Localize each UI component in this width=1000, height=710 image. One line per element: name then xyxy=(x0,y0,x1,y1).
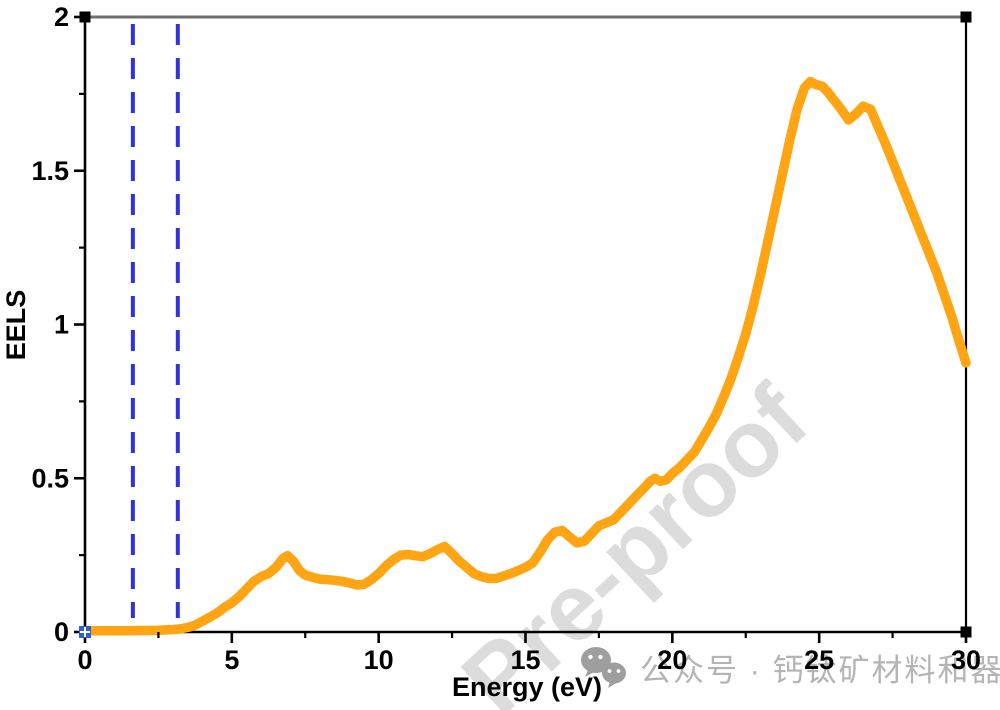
plot-frame xyxy=(83,15,968,634)
wechat-small-bubble-eye xyxy=(607,669,612,673)
x-tick-label: 10 xyxy=(364,645,394,675)
x-tick-label: 0 xyxy=(77,645,92,675)
wechat-big-bubble-eye xyxy=(598,654,603,660)
y-tick-label: 0 xyxy=(54,617,69,647)
x-tick-label: 15 xyxy=(510,645,540,675)
y-tick-label: 1.5 xyxy=(31,156,69,186)
wechat-icon xyxy=(581,647,626,688)
x-tick-label: 5 xyxy=(224,645,239,675)
x-tick-label: 30 xyxy=(951,645,981,675)
y-axis-label: EELS xyxy=(1,290,31,361)
wechat-small-bubble xyxy=(602,662,626,684)
data-series xyxy=(80,76,971,636)
axis-ticks xyxy=(74,15,968,643)
wechat-small-bubble-tail xyxy=(608,682,616,688)
x-axis-label: Energy (eV) xyxy=(452,672,602,702)
axis-tick-labels: 0 5 10 15 20 25 30 0 0.5 1 1.5 2 xyxy=(31,2,981,675)
x-tick-label: 25 xyxy=(804,645,834,675)
wechat-small-bubble-eye xyxy=(616,669,621,673)
wechat-big-bubble-eye xyxy=(588,654,593,660)
wechat-big-bubble xyxy=(581,647,611,673)
corner-handle xyxy=(960,11,972,23)
y-tick-label: 2 xyxy=(54,2,69,32)
plot-handles xyxy=(79,11,972,638)
x-tick-label: 20 xyxy=(657,645,687,675)
corner-handle xyxy=(79,11,91,23)
eels-curve xyxy=(80,76,971,636)
caption-text: 公众号 · 钙钛矿材料和器件 xyxy=(640,652,1000,688)
corner-handle xyxy=(960,626,972,638)
caption-watermark: 公众号 · 钙钛矿材料和器件 xyxy=(578,644,1000,690)
y-tick-label: 0.5 xyxy=(31,463,69,493)
wechat-big-bubble-tail xyxy=(585,670,594,677)
reference-lines xyxy=(130,24,180,618)
y-tick-label: 1 xyxy=(54,310,69,340)
